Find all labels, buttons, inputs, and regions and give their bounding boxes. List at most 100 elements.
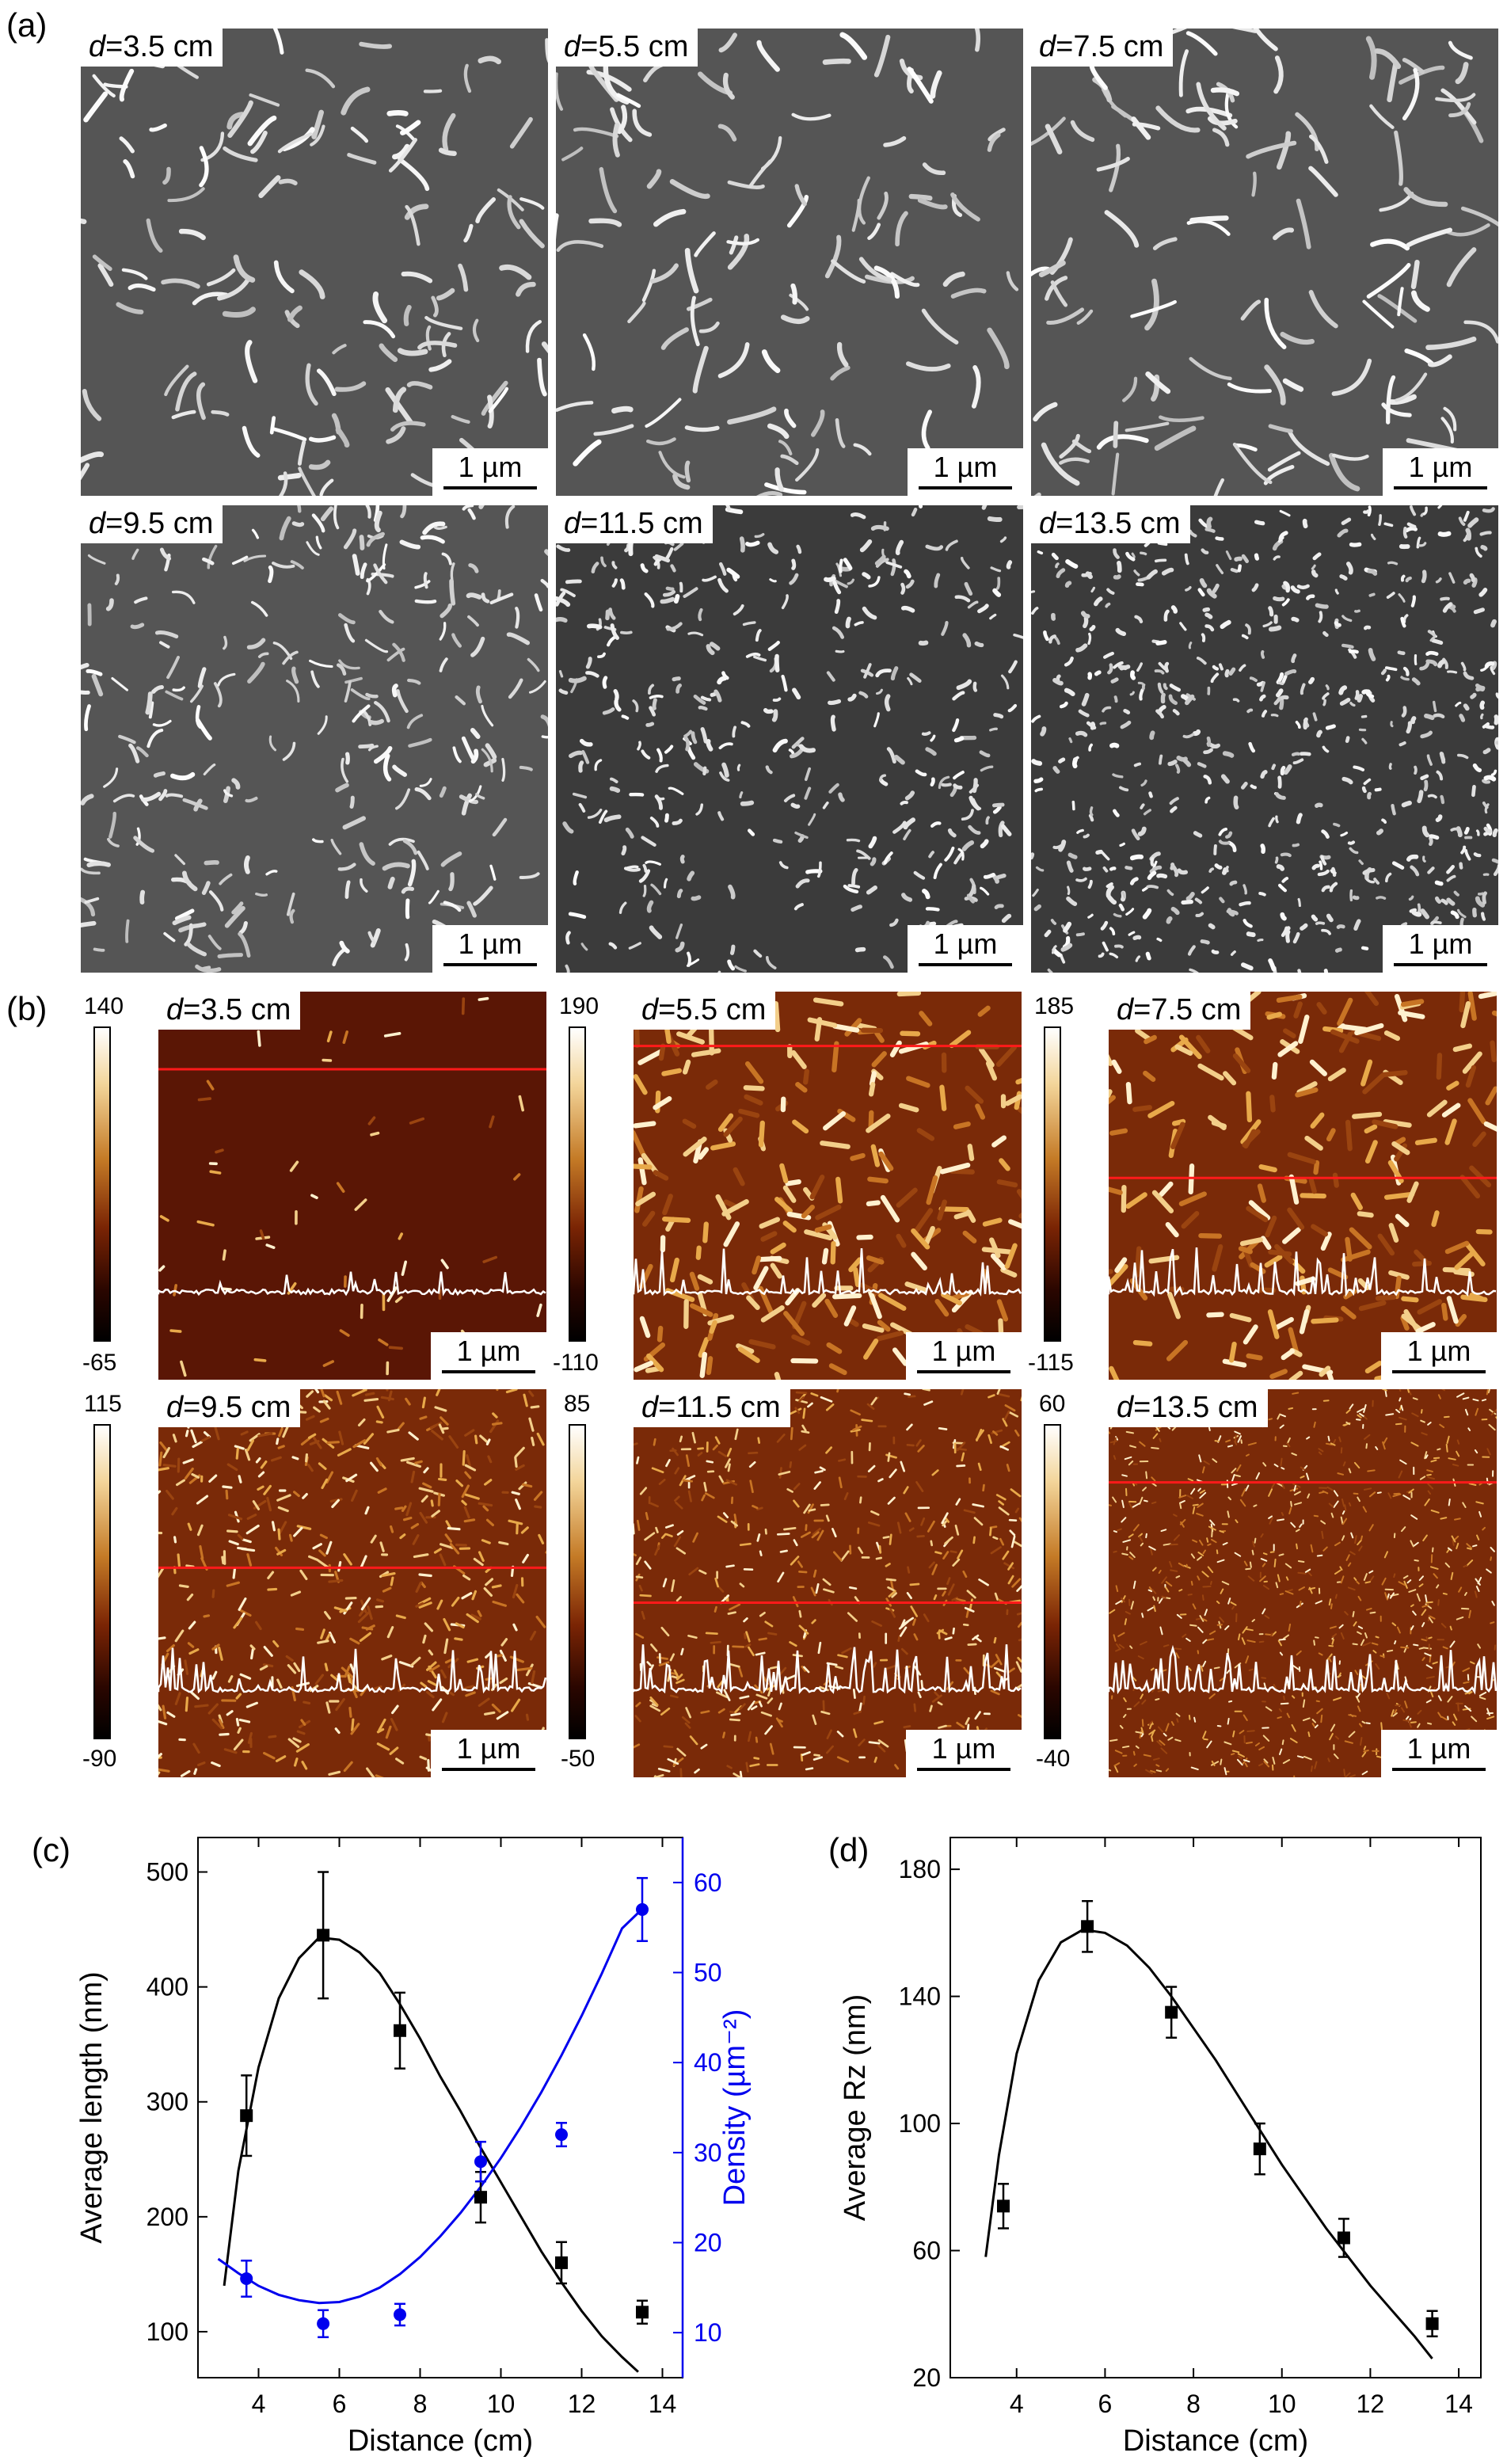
panel-label-a: (a)	[6, 6, 48, 44]
colorbar-max: 185	[1034, 993, 1075, 1019]
tile-distance-label: d=9.5 cm	[81, 505, 223, 543]
colorbar	[1044, 1026, 1061, 1342]
flake-texture	[81, 505, 548, 973]
height-profile	[158, 1271, 546, 1297]
scale-bar: 1 µm	[431, 1332, 546, 1380]
density-data-point	[555, 2122, 568, 2148]
scale-bar: 1 µm	[432, 925, 548, 973]
colorbar-max: 85	[564, 1391, 591, 1417]
tile-distance-label: d=13.5 cm	[1031, 505, 1190, 543]
afm-tile: d=3.5 cm 1 µm	[158, 992, 546, 1380]
x-axis-label: Distance (cm)	[1123, 2424, 1308, 2458]
tile-distance-label: d=3.5 cm	[158, 992, 301, 1030]
rz-data-point	[1337, 2218, 1350, 2258]
colorbar	[569, 1026, 586, 1342]
x-tick-label: 4	[252, 2390, 266, 2418]
y2-axis-label: Density (µm⁻²)	[718, 2009, 752, 2207]
colorbar-min: -115	[1028, 1350, 1074, 1376]
x-tick-label: 12	[568, 2390, 596, 2418]
y-tick-label: 180	[899, 1855, 941, 1883]
y-axis-label: Average Rz (nm)	[839, 1994, 872, 2222]
y2-tick-label: 20	[694, 2229, 722, 2257]
scale-bar: 1 µm	[906, 1332, 1022, 1380]
x-tick-label: 12	[1357, 2390, 1385, 2418]
tile-distance-label: d=9.5 cm	[158, 1389, 301, 1427]
x-tick-label: 8	[1186, 2390, 1201, 2418]
tile-distance-label: d=5.5 cm	[634, 992, 776, 1030]
y2-tick-label: 30	[694, 2138, 722, 2167]
sem-micrograph	[1031, 29, 1498, 496]
sem-tile: d=13.5 cm 1 µm	[1031, 505, 1498, 973]
x-tick-label: 14	[649, 2390, 677, 2418]
flake-texture	[1031, 29, 1498, 496]
length-fit-curve	[223, 1936, 639, 2373]
panel-label-b: (b)	[6, 990, 48, 1027]
flake-texture	[556, 29, 1019, 496]
x-tick-label: 10	[1268, 2390, 1296, 2418]
density-data-point	[474, 2140, 487, 2183]
colorbar-min: -110	[553, 1350, 599, 1376]
height-profile	[634, 1248, 1022, 1297]
density-fit-curve	[217, 1904, 648, 2305]
height-profile	[634, 1644, 1022, 1696]
y-tick-label: 100	[147, 2317, 188, 2346]
colorbar-max: 140	[84, 993, 124, 1019]
length-density-chart: 4 6 8 10 12 14 100 200 300 400 500 Distance (cm) Ave…	[0, 1814, 752, 2464]
tile-distance-label: d=3.5 cm	[81, 29, 223, 67]
tile-distance-label: d=11.5 cm	[556, 505, 713, 543]
density-data-point	[317, 2309, 330, 2339]
x-tick-label: 8	[413, 2390, 428, 2418]
colorbar	[569, 1424, 586, 1739]
afm-topography	[1109, 1389, 1497, 1777]
scale-bar: 1 µm	[1383, 448, 1498, 496]
sem-tile: d=5.5 cm 1 µm	[556, 29, 1023, 496]
plot-frame	[949, 1837, 1482, 2378]
rz-fit-curve	[984, 1928, 1433, 2359]
scale-bar: 1 µm	[908, 925, 1023, 973]
length-data-point	[394, 1991, 406, 2070]
tile-distance-label: d=7.5 cm	[1109, 992, 1251, 1030]
tile-distance-label: d=5.5 cm	[556, 29, 698, 67]
sem-micrograph	[81, 505, 548, 973]
x-tick-label: 10	[487, 2390, 516, 2418]
scale-bar: 1 µm	[432, 448, 548, 496]
scale-bar: 1 µm	[906, 1730, 1022, 1777]
scale-bar: 1 µm	[431, 1730, 546, 1777]
colorbar-max: 60	[1039, 1391, 1066, 1417]
colorbar-min: -90	[82, 1746, 117, 1772]
y2-tick-label: 50	[694, 1959, 722, 1987]
rz-data-point	[1081, 1899, 1094, 1953]
afm-tile: d=7.5 cm 1 µm	[1109, 992, 1497, 1380]
afm-tile: d=13.5 cm 1 µm	[1109, 1389, 1497, 1777]
rz-data-point	[1253, 2122, 1266, 2176]
density-data-point	[636, 1876, 649, 1942]
afm-topography	[634, 1389, 1022, 1777]
tile-distance-label: d=13.5 cm	[1109, 1389, 1268, 1427]
sem-micrograph	[81, 29, 548, 496]
height-profile	[158, 1647, 546, 1694]
length-data-point	[636, 2299, 649, 2325]
rz-chart: 4 6 8 10 12 14 20 60 100 140 180 Distance (cm) Avera…	[792, 1814, 1507, 2464]
height-profile	[1109, 1644, 1497, 1695]
afm-tile: d=5.5 cm 1 µm	[634, 992, 1022, 1380]
afm-topography	[1109, 992, 1497, 1380]
sem-micrograph	[556, 505, 1023, 973]
afm-tile: d=9.5 cm 1 µm	[158, 1389, 546, 1777]
colorbar-min: -40	[1036, 1746, 1071, 1772]
colorbar	[1044, 1424, 1061, 1739]
tile-distance-label: d=7.5 cm	[1031, 29, 1174, 67]
colorbar-min: -65	[82, 1350, 117, 1376]
y-tick-label: 60	[912, 2237, 941, 2265]
colorbar-min: -50	[561, 1746, 596, 1772]
sem-micrograph	[1031, 505, 1498, 973]
sem-tile: d=11.5 cm 1 µm	[556, 505, 1023, 973]
y-tick-label: 400	[147, 1973, 188, 2001]
density-data-point	[240, 2259, 253, 2298]
flake-texture	[81, 29, 548, 496]
density-data-point	[394, 2302, 406, 2327]
length-data-point	[317, 1871, 330, 2000]
y-tick-label: 140	[899, 1982, 941, 2011]
chart-d-svg: 4 6 8 10 12 14 20 60 100 140 180 Distance (cm) Avera…	[839, 1837, 1482, 2458]
afm-tile: d=11.5 cm 1 µm	[634, 1389, 1022, 1777]
y2-tick-label: 60	[694, 1868, 722, 1897]
